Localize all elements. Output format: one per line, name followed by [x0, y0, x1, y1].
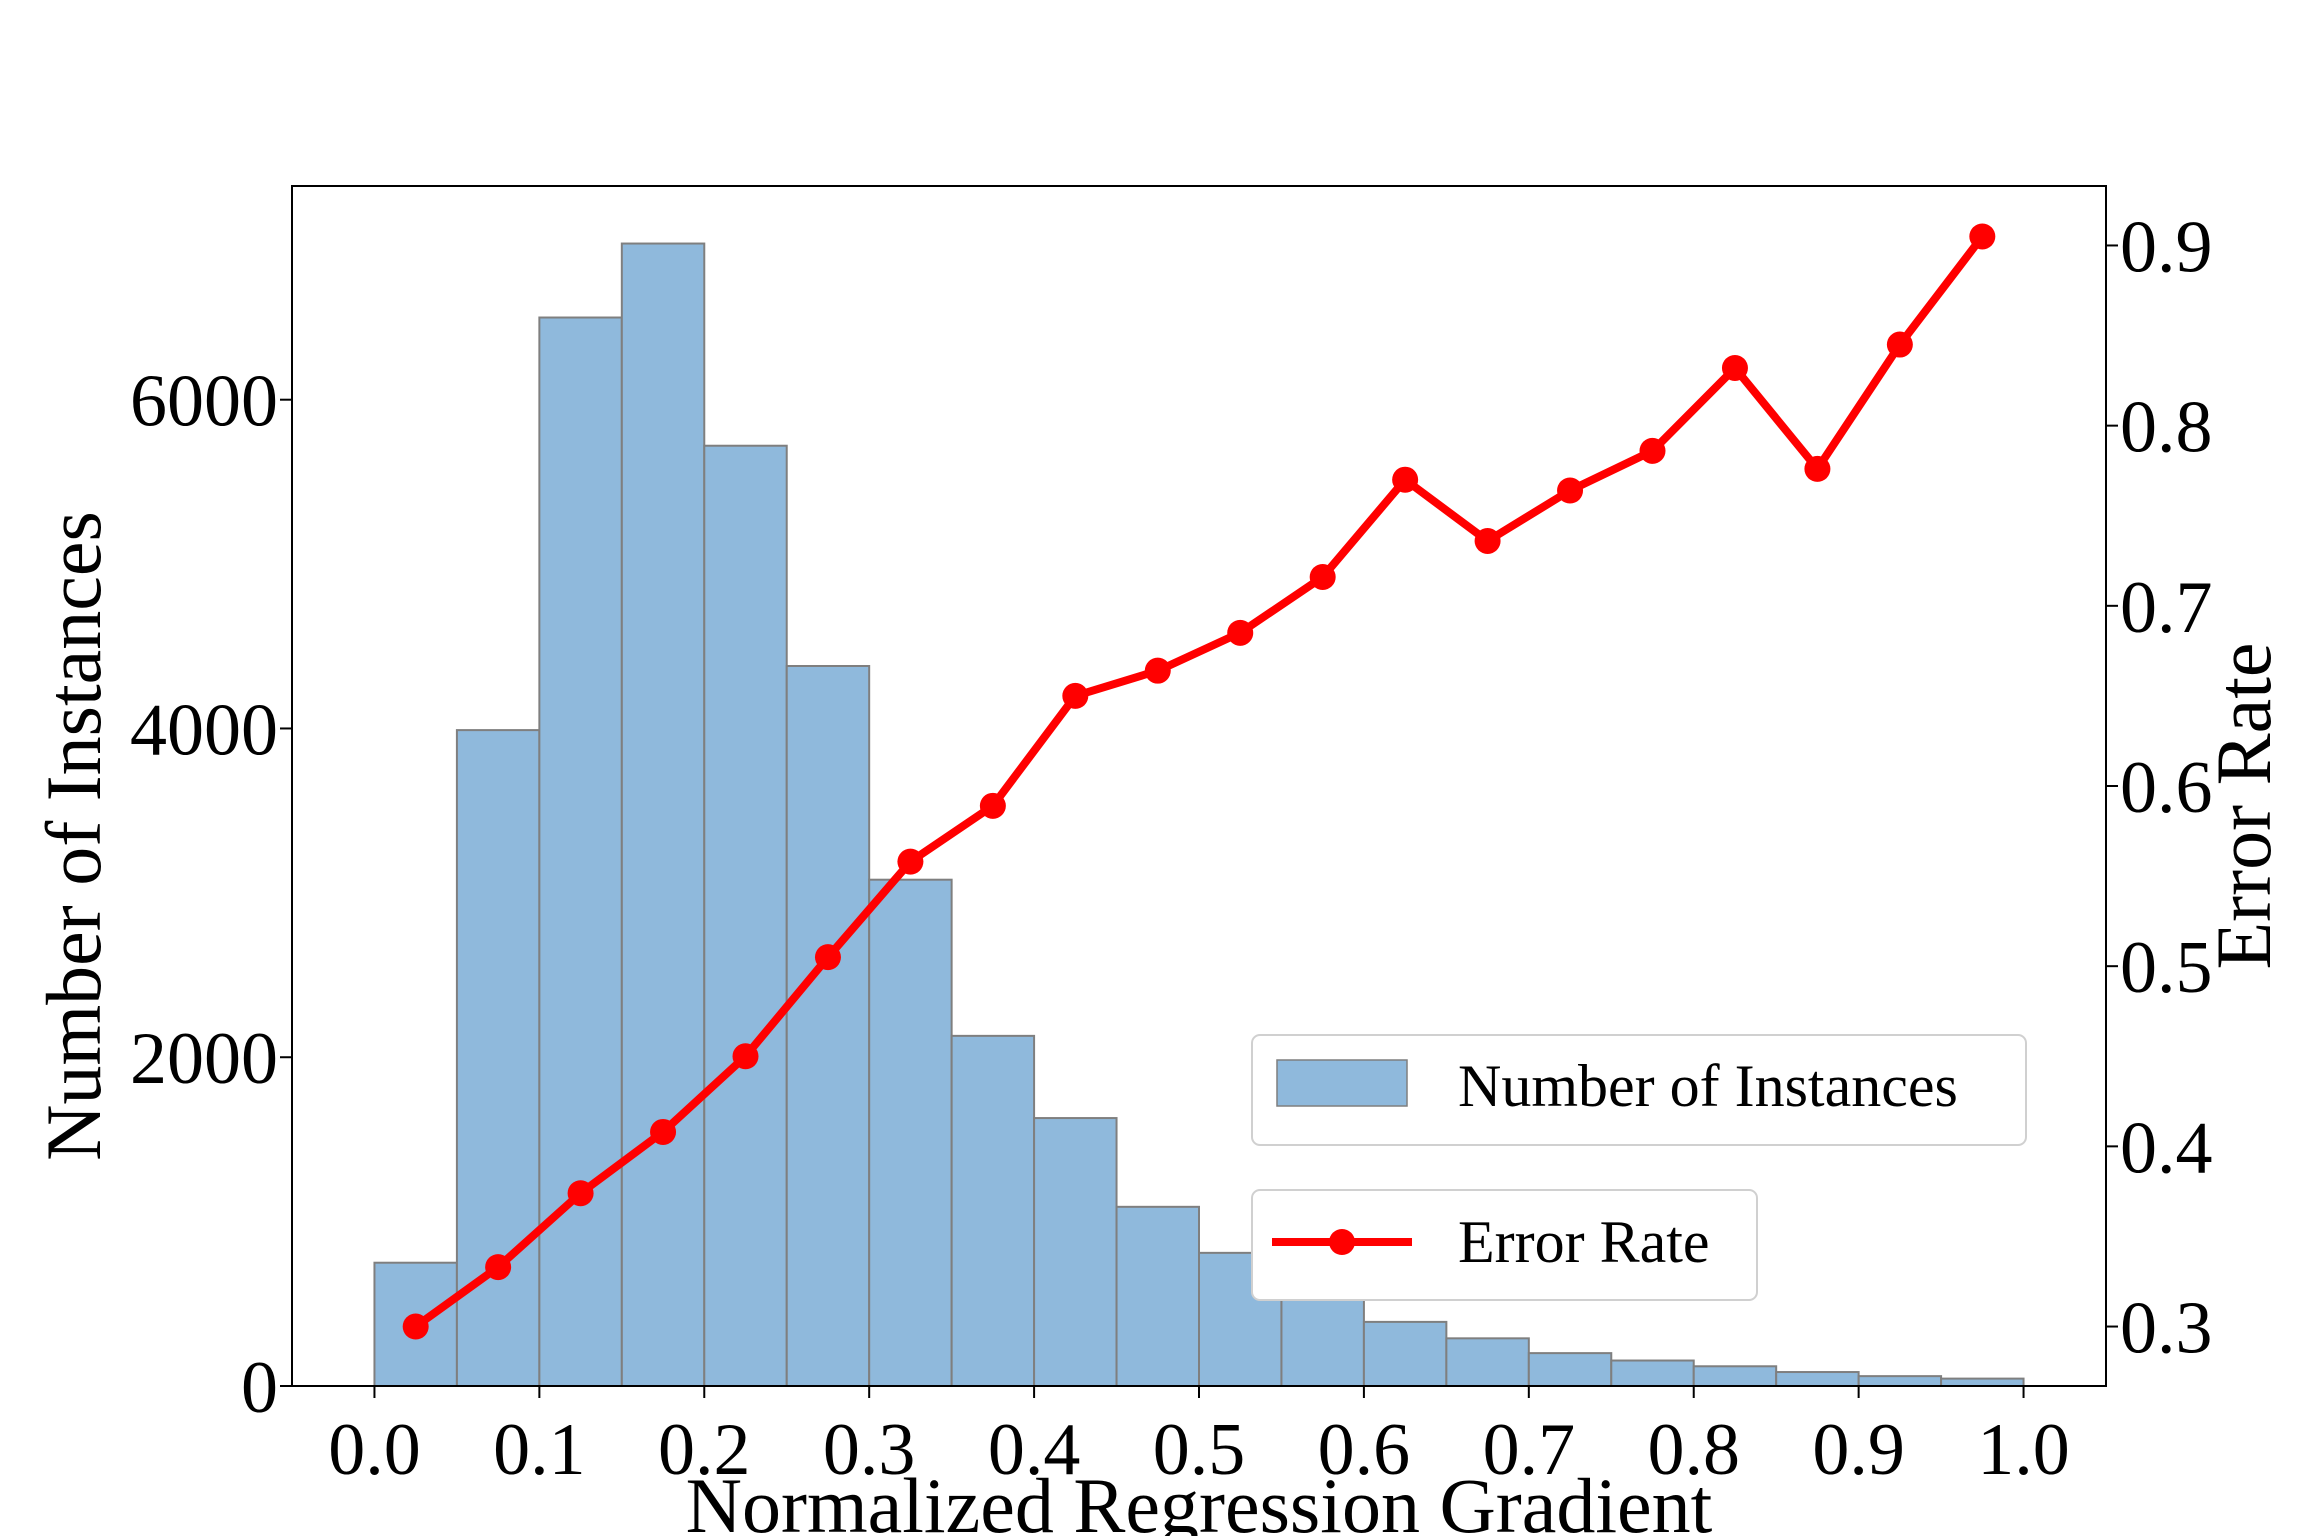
y2-axis-title: Error Rate	[2200, 642, 2287, 969]
error-rate-point	[1474, 527, 1501, 554]
error-rate-point	[897, 848, 924, 875]
histogram-bar	[1775, 1371, 1860, 1387]
histogram-bar	[785, 665, 871, 1387]
legend-swatch-instances	[1276, 1059, 1408, 1107]
histogram-bar	[868, 878, 953, 1387]
error-rate-point	[1557, 477, 1584, 504]
error-rate-line-group	[402, 223, 1996, 1340]
histogram-bar	[950, 1034, 1036, 1388]
error-rate-point	[1392, 466, 1419, 493]
error-rate-point	[1886, 331, 1913, 358]
y-tick-label: 4000	[130, 689, 278, 771]
histogram-bar	[1445, 1337, 1530, 1387]
y-axis-title: Number of Instances	[30, 511, 117, 1161]
y2-tick-label: 0.3	[2120, 1288, 2213, 1370]
legend-box-error-rate	[1251, 1189, 1758, 1301]
histogram-bar	[703, 444, 788, 1387]
histogram-bar	[1362, 1320, 1448, 1387]
error-rate-line	[413, 234, 1986, 1330]
y-tick-label: 0	[241, 1347, 278, 1429]
x-tick-label: 0.9	[1812, 1409, 1905, 1491]
bars-group	[373, 242, 2025, 1388]
histogram-bar	[1857, 1375, 1943, 1387]
y2-tick-label: 0.9	[2120, 206, 2213, 288]
error-rate-point	[1227, 619, 1254, 646]
error-rate-point	[1804, 455, 1831, 482]
y2-tick-label: 0.5	[2120, 927, 2213, 1009]
x-tick-label: 1.0	[1977, 1409, 2070, 1491]
histogram-bar	[538, 316, 623, 1387]
y2-tick-label: 0.4	[2120, 1107, 2213, 1189]
x-tick-label: 0.6	[1318, 1409, 1411, 1491]
error-rate-point	[1639, 437, 1666, 464]
x-tick-label: 0.0	[328, 1409, 421, 1491]
x-tick-label: 0.7	[1483, 1409, 1576, 1491]
x-tick-label: 0.4	[988, 1409, 1081, 1491]
legend: Number of Instances Error Rate	[1251, 1034, 2027, 1301]
error-rate-point	[1062, 682, 1089, 709]
y2-tick-label: 0.7	[2120, 567, 2213, 649]
histogram-bar	[1033, 1117, 1118, 1387]
error-rate-point	[1721, 354, 1748, 381]
error-rate-point	[1144, 657, 1171, 684]
histogram-bar	[1692, 1365, 1778, 1387]
error-rate-point	[814, 944, 841, 971]
histogram-bar	[1527, 1352, 1613, 1388]
axes-group: 0.0 0.1 0.2 0.3 0.4 0.5 0.6 0.7 0.8 0.9 1.0 0 2000 40…	[130, 206, 2213, 1491]
y2-tick-label: 0.8	[2120, 387, 2213, 469]
y2-tick-label: 0.6	[2120, 747, 2213, 829]
error-rate-point	[732, 1043, 759, 1070]
legend-swatch-error-rate-marker	[1329, 1229, 1355, 1255]
legend-box-instances	[1251, 1034, 2027, 1146]
y-tick-label: 2000	[130, 1018, 278, 1100]
x-axis-title: Normalized Regression Gradient	[686, 1462, 1713, 1536]
histogram-bar	[1115, 1205, 1200, 1387]
error-rate-point	[979, 792, 1006, 819]
legend-label-instances: Number of Instances	[1458, 1053, 1958, 1119]
y-tick-label: 6000	[130, 361, 278, 443]
error-rate-point	[402, 1313, 429, 1340]
x-tick-label: 0.8	[1647, 1409, 1740, 1491]
error-rate-point	[650, 1118, 677, 1145]
histogram-bar	[1610, 1359, 1695, 1387]
x-tick-label: 0.3	[823, 1409, 916, 1491]
error-rate-point	[1309, 563, 1336, 590]
error-rate-point	[485, 1254, 512, 1281]
x-tick-label: 0.1	[493, 1409, 586, 1491]
error-rate-point	[567, 1180, 594, 1207]
x-tick-label: 0.5	[1153, 1409, 1246, 1491]
legend-label-error-rate: Error Rate	[1458, 1209, 1710, 1275]
histogram-bar	[620, 242, 706, 1387]
error-rate-point	[1969, 223, 1996, 250]
x-tick-label: 0.2	[658, 1409, 751, 1491]
histogram-bar	[1280, 1286, 1365, 1388]
histogram-bar	[1940, 1377, 2025, 1388]
